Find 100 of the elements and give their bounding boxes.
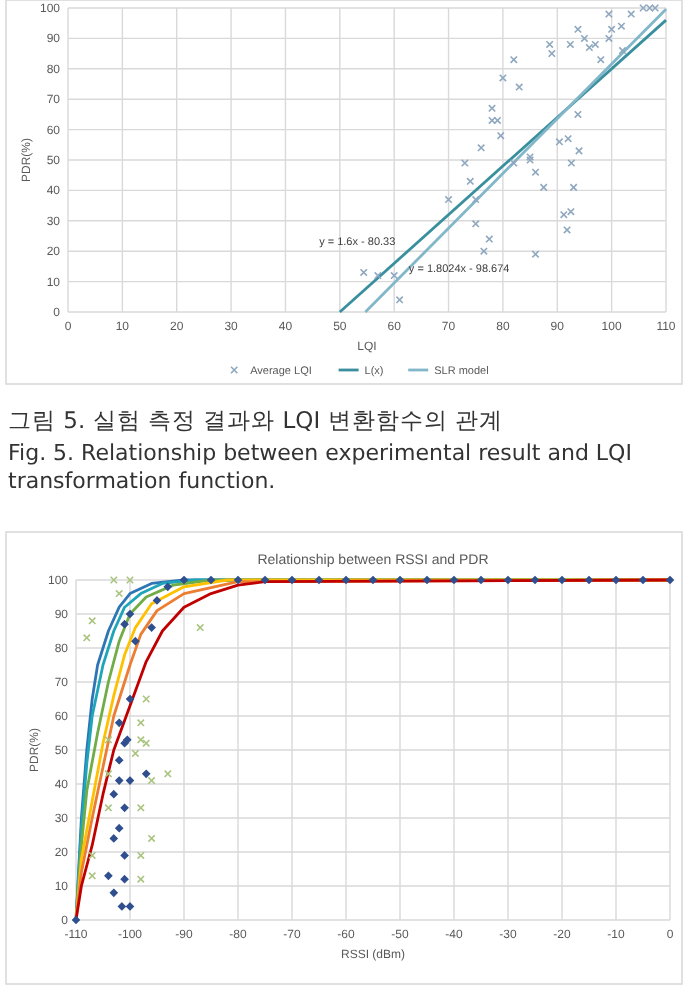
- point: [545, 40, 554, 49]
- point: [479, 247, 488, 256]
- point: [618, 46, 627, 55]
- point: [666, 576, 674, 584]
- point: [234, 576, 242, 584]
- point: [604, 10, 613, 19]
- point: [120, 875, 129, 884]
- point: [131, 749, 140, 758]
- point: [207, 576, 215, 584]
- point: [539, 183, 548, 192]
- point: [136, 803, 145, 812]
- point: [126, 776, 134, 785]
- point: [261, 576, 269, 584]
- point: [153, 596, 161, 605]
- point: [396, 576, 404, 584]
- point: [566, 40, 575, 49]
- point: [444, 195, 453, 204]
- line-series: [74, 578, 672, 922]
- point: [585, 576, 593, 584]
- point: [163, 769, 172, 778]
- caption: Fig. 5. Relationship between experimental result and LQI transformation function.: [8, 439, 634, 498]
- point: [569, 183, 578, 192]
- point: [288, 576, 296, 584]
- point: [573, 110, 582, 119]
- point: [147, 776, 156, 785]
- point: [488, 116, 497, 125]
- point: [591, 40, 600, 49]
- point: [180, 576, 188, 584]
- point: [498, 73, 507, 82]
- point: [485, 235, 494, 244]
- point: [471, 195, 480, 204]
- point: [359, 268, 368, 277]
- point: [488, 104, 497, 113]
- point: [126, 610, 134, 618]
- point: [104, 769, 113, 778]
- point: [126, 695, 134, 703]
- point: [120, 803, 129, 812]
- point: [163, 582, 172, 591]
- point: [120, 620, 129, 629]
- point: [612, 576, 620, 584]
- point: [531, 168, 540, 177]
- point: [526, 152, 535, 161]
- point: [131, 637, 140, 646]
- point: [88, 616, 97, 625]
- point: [115, 824, 124, 833]
- point: [147, 834, 156, 843]
- point: [369, 576, 377, 584]
- point: [147, 623, 156, 632]
- caption: 그림 5. 실험 측정 결과와 LQI 변환함수의 관계: [8, 406, 505, 436]
- point: [639, 576, 647, 584]
- point: [515, 83, 524, 92]
- point: [115, 718, 124, 727]
- point: [115, 589, 124, 598]
- point: [423, 576, 431, 584]
- point: [109, 888, 118, 897]
- point: [573, 25, 582, 34]
- point: [82, 633, 91, 642]
- point: [136, 875, 145, 884]
- point: [390, 271, 399, 280]
- point: [109, 834, 118, 843]
- point: [104, 735, 113, 744]
- point: [526, 156, 535, 164]
- point: [531, 576, 539, 584]
- point: [558, 576, 566, 584]
- point: [315, 576, 323, 584]
- point: [477, 143, 486, 152]
- point: [563, 225, 572, 234]
- point: [142, 769, 151, 778]
- point: [136, 851, 145, 860]
- point: [566, 207, 575, 216]
- point: [645, 4, 654, 12]
- point: [142, 739, 151, 748]
- point: [509, 55, 518, 64]
- point: [460, 159, 469, 168]
- point: [117, 902, 126, 911]
- point: [126, 902, 134, 911]
- point: [115, 756, 124, 765]
- point: [104, 803, 113, 812]
- point: [136, 735, 145, 744]
- point: [109, 576, 118, 584]
- point: [596, 55, 605, 64]
- point: [504, 576, 512, 584]
- point: [627, 10, 636, 19]
- point: [567, 159, 576, 168]
- point: [580, 34, 589, 43]
- point: [509, 159, 518, 168]
- point: [142, 695, 151, 703]
- point: [559, 210, 568, 219]
- point: [450, 576, 458, 584]
- point: [477, 576, 485, 584]
- point: [604, 34, 613, 43]
- point: [88, 851, 97, 860]
- point: [395, 295, 404, 304]
- point: [126, 576, 134, 584]
- point: [115, 776, 124, 785]
- point: [496, 131, 505, 140]
- point: [466, 177, 475, 186]
- point: [104, 871, 113, 880]
- point: [72, 916, 80, 924]
- point: [342, 576, 350, 584]
